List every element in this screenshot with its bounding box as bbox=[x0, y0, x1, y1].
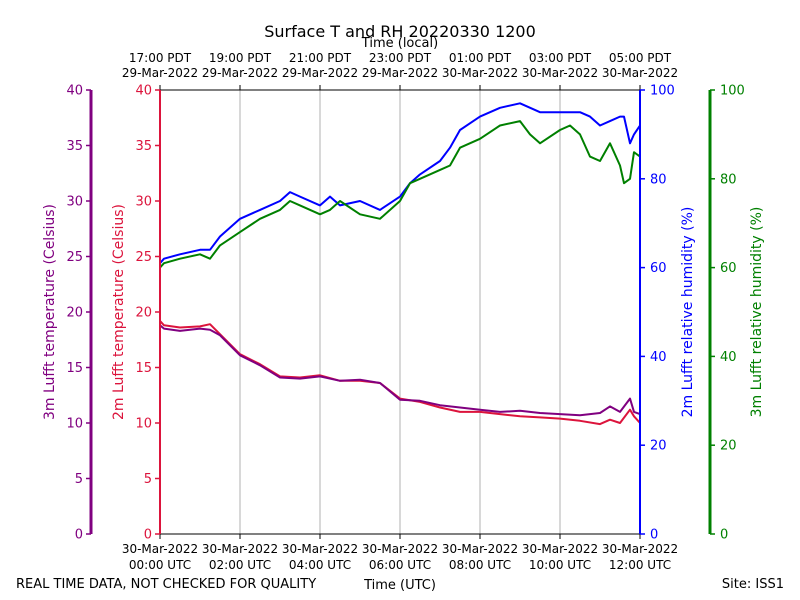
x-tick-label-utc-date: 30-Mar-2022 bbox=[362, 542, 438, 556]
axis-title-t2m: 2m Lufft temperature (Celsius) bbox=[111, 204, 127, 420]
x-tick-label-utc-date: 30-Mar-2022 bbox=[602, 542, 678, 556]
axis-tick-label-t2m: 30 bbox=[135, 195, 152, 210]
axis-tick-label-rh2m: 40 bbox=[650, 350, 667, 365]
x-tick-label-local-date: 30-Mar-2022 bbox=[522, 66, 598, 80]
x-tick-label-local-date: 29-Mar-2022 bbox=[362, 66, 438, 80]
axis-tick-label-rh3m: 0 bbox=[720, 528, 728, 543]
axis-tick-label-t2m: 25 bbox=[135, 250, 152, 265]
x-tick-label-utc-time: 04:00 UTC bbox=[289, 558, 351, 572]
axis-tick-label-rh2m: 100 bbox=[650, 84, 675, 99]
x-tick-label-local-time: 03:00 PDT bbox=[529, 51, 592, 65]
x-tick-label-local-date: 29-Mar-2022 bbox=[282, 66, 358, 80]
series-line-t3m bbox=[159, 324, 641, 417]
x-tick-label-utc-date: 30-Mar-2022 bbox=[202, 542, 278, 556]
axis-tick-label-rh3m: 100 bbox=[720, 84, 745, 99]
x-tick-label-utc-date: 30-Mar-2022 bbox=[282, 542, 358, 556]
axis-tick-label-t2m: 40 bbox=[135, 84, 152, 99]
x-tick-label-local-date: 30-Mar-2022 bbox=[442, 66, 518, 80]
axis-title-rh3m: 3m Lufft relative humidity (%) bbox=[749, 207, 765, 418]
x-tick-label-utc-date: 30-Mar-2022 bbox=[122, 542, 198, 556]
axis-tick-label-t3m: 5 bbox=[75, 472, 83, 487]
x-tick-label-local-time: 19:00 PDT bbox=[209, 51, 272, 65]
x-tick-label-local-time: 23:00 PDT bbox=[369, 51, 432, 65]
axis-tick-label-t3m: 25 bbox=[66, 250, 83, 265]
vertical-gridlines bbox=[239, 90, 561, 534]
x-tick-label-utc-time: 00:00 UTC bbox=[129, 558, 191, 572]
axis-tick-label-t3m: 15 bbox=[66, 361, 83, 376]
axes: 30-Mar-2022 00:00 UTC 30-Mar-2022 02:00 UTC… bbox=[42, 51, 765, 572]
quality-note: REAL TIME DATA, NOT CHECKED FOR QUALITY bbox=[16, 577, 316, 592]
x-tick-label-utc-time: 02:00 UTC bbox=[209, 558, 271, 572]
series-line-rh3m bbox=[159, 120, 641, 269]
x-tick-label-local-time: 21:00 PDT bbox=[289, 51, 352, 65]
axis-tick-label-rh3m: 20 bbox=[720, 439, 737, 454]
x-tick-label-utc-date: 30-Mar-2022 bbox=[442, 542, 518, 556]
x-tick-label-local-time: 05:00 PDT bbox=[609, 51, 672, 65]
axis-tick-label-rh2m: 20 bbox=[650, 439, 667, 454]
axis-tick-label-t2m: 35 bbox=[135, 139, 152, 154]
axis-tick-label-t3m: 40 bbox=[66, 84, 83, 99]
x-tick-label-utc-time: 12:00 UTC bbox=[609, 558, 671, 572]
x-tick-label-utc-time: 10:00 UTC bbox=[529, 558, 591, 572]
axis-tick-label-rh2m: 0 bbox=[650, 528, 658, 543]
x-tick-label-utc-time: 08:00 UTC bbox=[449, 558, 511, 572]
x-tick-label-local-date: 30-Mar-2022 bbox=[602, 66, 678, 80]
axis-title-t3m: 3m Lufft temperature (Celsius) bbox=[42, 204, 58, 420]
x-tick-label-local-date: 29-Mar-2022 bbox=[122, 66, 198, 80]
axis-tick-label-t2m: 10 bbox=[135, 417, 152, 432]
axis-tick-label-t3m: 30 bbox=[66, 195, 83, 210]
data-series bbox=[159, 102, 641, 426]
axis-tick-label-t2m: 0 bbox=[144, 528, 152, 543]
axis-tick-label-t3m: 20 bbox=[66, 306, 83, 321]
series-line-rh2m bbox=[159, 102, 641, 264]
x-tick-label-utc-date: 30-Mar-2022 bbox=[522, 542, 598, 556]
site-label: Site: ISS1 bbox=[722, 577, 784, 592]
axis-tick-label-rh3m: 60 bbox=[720, 261, 737, 276]
x-tick-label-local-time: 17:00 PDT bbox=[129, 51, 192, 65]
bottom-axis-label: Time (UTC) bbox=[363, 578, 436, 593]
axis-tick-label-t3m: 0 bbox=[75, 528, 83, 543]
axis-tick-label-rh3m: 80 bbox=[720, 172, 737, 187]
x-tick-label-local-date: 29-Mar-2022 bbox=[202, 66, 278, 80]
axis-tick-label-rh2m: 80 bbox=[650, 172, 667, 187]
x-tick-label-utc-time: 06:00 UTC bbox=[369, 558, 431, 572]
axis-tick-label-rh2m: 60 bbox=[650, 261, 667, 276]
axis-tick-label-t3m: 10 bbox=[66, 417, 83, 432]
axis-tick-label-t2m: 20 bbox=[135, 306, 152, 321]
axis-tick-label-t3m: 35 bbox=[66, 139, 83, 154]
axis-title-rh2m: 2m Lufft relative humidity (%) bbox=[680, 207, 696, 418]
top-axis-label: Time (local) bbox=[361, 36, 438, 51]
chart-title: Surface T and RH 20220330 1200 bbox=[264, 22, 536, 41]
axis-tick-label-rh3m: 40 bbox=[720, 350, 737, 365]
x-tick-label-local-time: 01:00 PDT bbox=[449, 51, 512, 65]
axis-tick-label-t2m: 5 bbox=[144, 472, 152, 487]
axis-tick-label-t2m: 15 bbox=[135, 361, 152, 376]
